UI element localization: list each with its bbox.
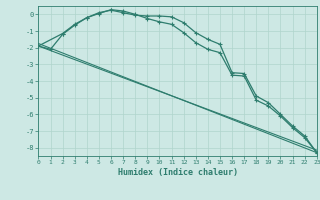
X-axis label: Humidex (Indice chaleur): Humidex (Indice chaleur) [118,168,238,177]
